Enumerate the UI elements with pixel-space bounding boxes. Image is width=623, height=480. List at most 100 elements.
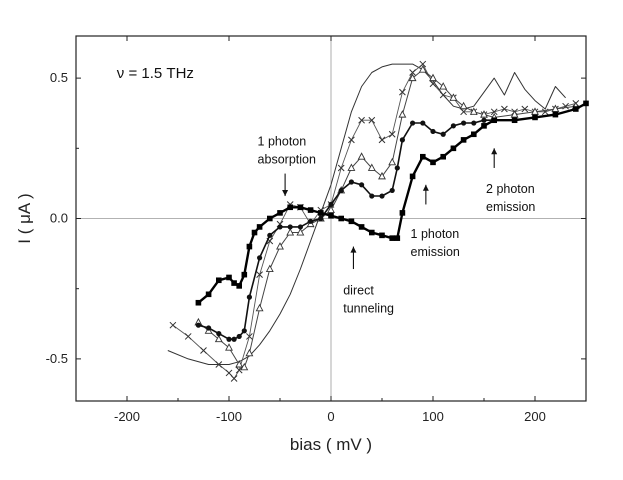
- data-point-circle: [318, 215, 324, 222]
- data-point-circle: [348, 179, 354, 185]
- data-point-square: [379, 232, 385, 239]
- data-point-circle: [379, 193, 385, 199]
- data-point-x: [409, 69, 416, 76]
- data-point-square: [552, 111, 559, 118]
- x-axis-title: bias ( mV ): [290, 435, 372, 454]
- frequency-label: ν = 1.5 THz: [117, 65, 194, 82]
- data-point-x: [215, 361, 223, 368]
- x-tick-label: 200: [524, 409, 546, 424]
- annotation-3: direct tunneling: [343, 246, 394, 315]
- data-point-circle: [440, 131, 446, 137]
- data-point-x: [358, 116, 365, 124]
- data-point-triangle: [439, 82, 448, 90]
- data-point-triangle: [240, 362, 249, 371]
- annotation-text: 1 photon: [411, 227, 460, 241]
- data-point-square: [573, 106, 579, 112]
- data-point-circle: [277, 224, 283, 230]
- series-5: [195, 100, 589, 306]
- data-point-x: [439, 91, 447, 99]
- data-point-triangle: [327, 205, 335, 214]
- data-point-x: [521, 105, 529, 113]
- data-point-triangle: [235, 360, 244, 368]
- data-point-circle: [236, 333, 242, 340]
- data-point-x: [388, 130, 396, 138]
- data-point-triangle: [296, 228, 305, 236]
- data-point-triangle: [357, 152, 366, 160]
- data-point-square: [246, 243, 253, 250]
- series-line: [167, 63, 566, 365]
- data-point-triangle: [469, 107, 478, 115]
- data-point-triangle: [551, 104, 560, 112]
- data-point-triangle: [398, 110, 407, 118]
- data-point-x: [460, 108, 467, 116]
- data-point-circle: [267, 232, 273, 238]
- data-point-circle: [308, 218, 314, 224]
- annotation-arrow-head: [491, 148, 498, 155]
- data-point-circle: [226, 336, 232, 342]
- data-point-square: [471, 131, 477, 138]
- annotation-2: 1 photon absorption: [258, 135, 316, 197]
- data-point-circle: [399, 137, 405, 143]
- data-point-square: [532, 114, 538, 121]
- annotation-text: 1 photon: [258, 135, 307, 149]
- data-point-square: [256, 224, 263, 230]
- data-point-x: [378, 136, 386, 144]
- data-point-x: [348, 136, 355, 144]
- data-point-circle: [471, 120, 477, 126]
- data-point-triangle: [510, 110, 519, 118]
- data-point-x: [337, 164, 345, 172]
- x-tick-label: 100: [422, 409, 444, 424]
- data-point-circle: [328, 201, 334, 208]
- data-point-triangle: [255, 303, 264, 312]
- data-point-x: [235, 366, 243, 374]
- data-point-circle: [394, 165, 400, 171]
- series-3: [194, 65, 580, 371]
- data-point-circle: [216, 331, 222, 337]
- data-point-x: [200, 347, 207, 354]
- data-point-square: [511, 117, 518, 124]
- data-point-square: [205, 291, 212, 298]
- data-point-triangle: [378, 171, 386, 180]
- data-point-square: [583, 100, 589, 107]
- data-point-x: [169, 321, 177, 329]
- data-point-circle: [430, 128, 436, 135]
- data-point-square: [409, 173, 416, 180]
- y-axis-title: I ( μA ): [15, 193, 34, 243]
- data-point-square: [358, 224, 365, 230]
- data-point-square: [491, 117, 497, 124]
- data-point-x: [246, 333, 253, 340]
- data-point-square: [338, 215, 344, 222]
- data-point-triangle: [418, 65, 427, 73]
- annotation-1: ν = 1.5 THz: [117, 65, 194, 82]
- data-point-x: [399, 88, 406, 96]
- data-point-triangle: [265, 264, 274, 272]
- data-point-circle: [420, 120, 426, 126]
- data-point-circle: [206, 325, 212, 331]
- data-point-square: [450, 145, 457, 152]
- annotation-text: direct: [343, 283, 374, 297]
- data-point-square: [420, 153, 426, 160]
- data-point-square: [394, 235, 401, 241]
- data-point-square: [481, 123, 487, 129]
- data-point-circle: [241, 328, 247, 334]
- y-tick-label: 0.5: [50, 70, 68, 85]
- series-4: [195, 117, 497, 342]
- data-point-triangle: [531, 107, 539, 115]
- data-point-square: [277, 210, 283, 216]
- annotation-text: absorption: [258, 153, 316, 167]
- data-point-triangle: [429, 73, 437, 82]
- data-point-x: [225, 369, 233, 377]
- data-point-circle: [450, 123, 456, 129]
- data-point-square: [430, 159, 436, 166]
- data-point-square: [369, 229, 375, 236]
- annotation-5: 2 photon emission: [486, 148, 535, 214]
- data-point-square: [236, 283, 242, 289]
- series-1: [167, 63, 566, 365]
- data-point-square: [241, 271, 248, 278]
- data-point-square: [216, 277, 222, 284]
- data-point-x: [419, 60, 427, 68]
- y-tick-label: 0.0: [50, 211, 68, 226]
- data-point-square: [267, 215, 273, 222]
- data-point-triangle: [408, 73, 417, 82]
